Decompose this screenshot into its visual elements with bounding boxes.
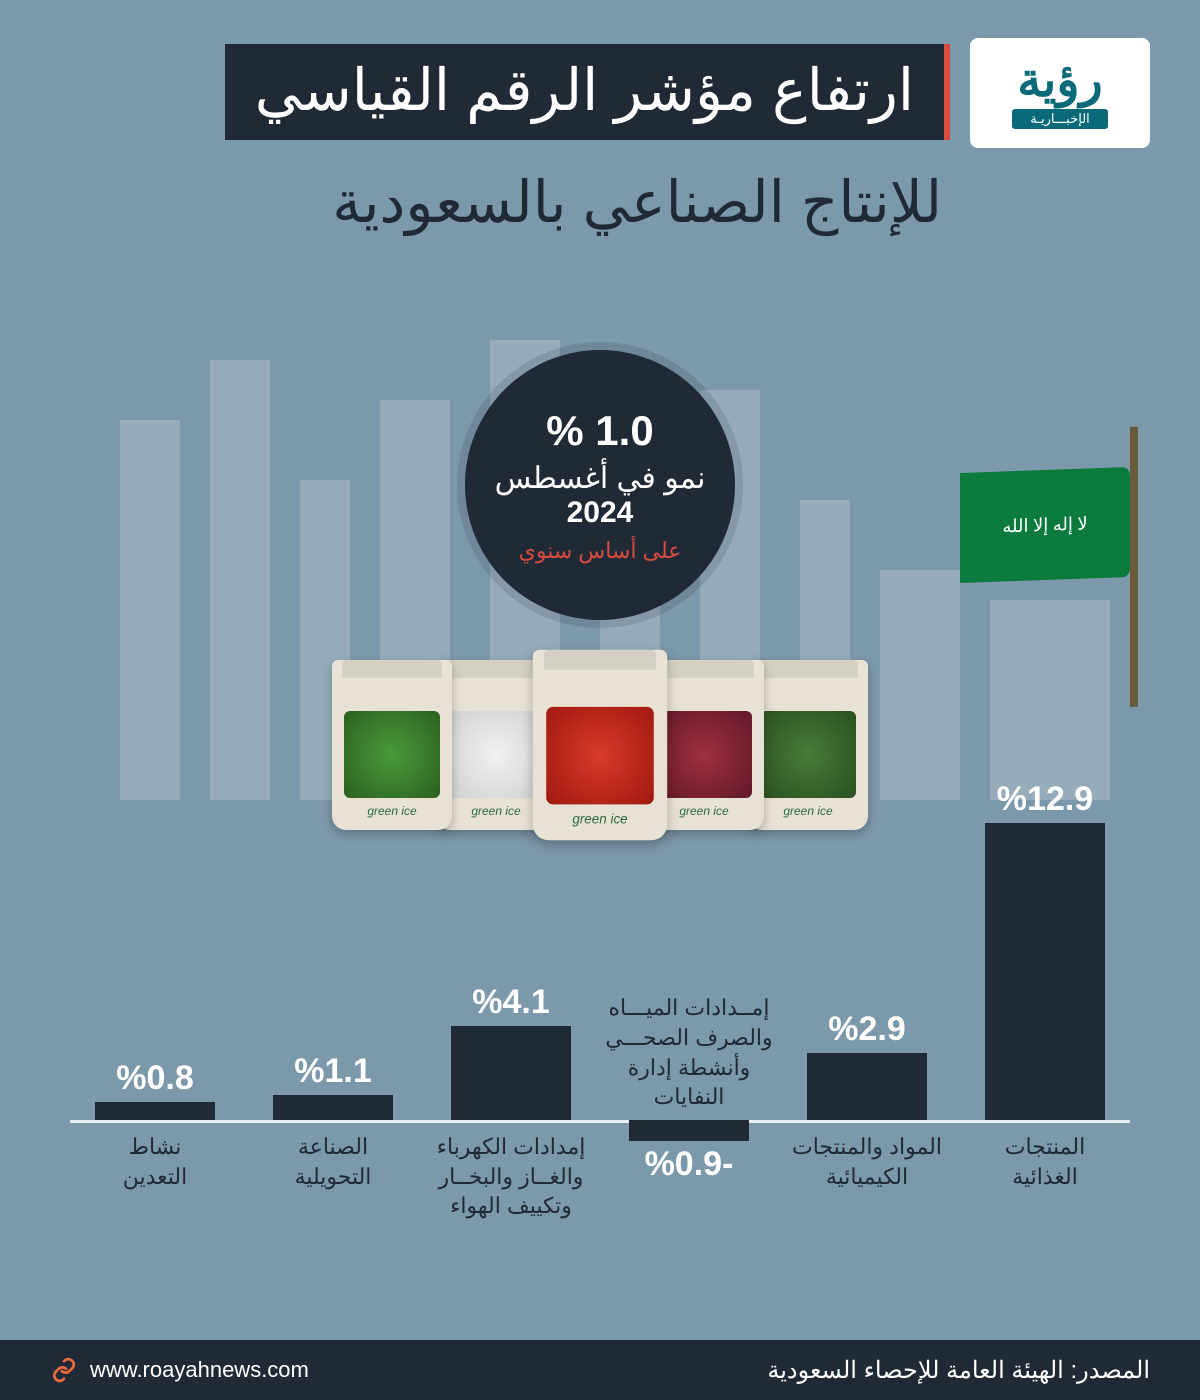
bar-value: %1.1 bbox=[233, 1052, 433, 1091]
badge-text-2: على أساس سنوي bbox=[519, 538, 682, 564]
bar-column: %12.9المنتجاتالغذائية bbox=[970, 800, 1120, 1230]
bar-rect bbox=[629, 1120, 749, 1141]
title-block: ارتفاع مؤشر الرقم القياسي للإنتاج الصناع… bbox=[80, 38, 950, 236]
footer: المصدر: الهيئة العامة للإحصاء السعودية w… bbox=[0, 1340, 1200, 1400]
bar-value: %0.9- bbox=[589, 1145, 789, 1184]
bar-column: %0.9-إمــدادات الميـــاهوالصرف الصحـــيو… bbox=[614, 800, 764, 1230]
footer-source: المصدر: الهيئة العامة للإحصاء السعودية bbox=[767, 1356, 1150, 1385]
bar-chart: %12.9المنتجاتالغذائية%2.9المواد والمنتجا… bbox=[70, 800, 1130, 1230]
bar-column: %0.8نشاطالتعدين bbox=[80, 800, 230, 1230]
bar-rect bbox=[95, 1102, 215, 1120]
bar-column: %4.1إمدادات الكهرباءوالغــاز والبخــاروت… bbox=[436, 800, 586, 1230]
bar-label: إمــدادات الميـــاهوالصرف الصحـــيوأنشطة… bbox=[599, 993, 779, 1112]
link-icon bbox=[50, 1356, 78, 1384]
bar-label: إمدادات الكهرباءوالغــاز والبخــاروتكييف… bbox=[421, 1132, 601, 1221]
title-line-1: ارتفاع مؤشر الرقم القياسي bbox=[225, 44, 950, 140]
bar-value: %0.8 bbox=[55, 1059, 255, 1098]
bar-value: %12.9 bbox=[945, 780, 1145, 819]
bar-label: المنتجاتالغذائية bbox=[955, 1132, 1135, 1191]
bar-value: %2.9 bbox=[767, 1010, 967, 1049]
bar-label: المواد والمنتجاتالكيميائية bbox=[777, 1132, 957, 1191]
bar-column: %1.1الصناعةالتحويلية bbox=[258, 800, 408, 1230]
bar-label: الصناعةالتحويلية bbox=[243, 1132, 423, 1191]
bar-value: %4.1 bbox=[411, 983, 611, 1022]
saudi-flag: لا إله إلا الله bbox=[960, 467, 1130, 583]
logo-text: رؤية bbox=[1017, 57, 1102, 105]
bar-rect bbox=[273, 1095, 393, 1120]
footer-url: www.roayahnews.com bbox=[50, 1356, 309, 1384]
brand-logo: رؤية الإخبـــاريـة bbox=[970, 38, 1150, 148]
bar-label: نشاطالتعدين bbox=[65, 1132, 245, 1191]
badge-year: 2024 bbox=[567, 496, 634, 530]
chart-bars: %12.9المنتجاتالغذائية%2.9المواد والمنتجا… bbox=[70, 800, 1130, 1230]
badge-percent: % 1.0 bbox=[546, 407, 653, 455]
flag-emblem: لا إله إلا الله bbox=[1002, 513, 1087, 537]
title-line-2: للإنتاج الصناعي بالسعودية bbox=[80, 168, 942, 236]
growth-badge: % 1.0 نمو في أغسطس 2024 على أساس سنوي bbox=[465, 350, 735, 620]
footer-url-text: www.roayahnews.com bbox=[90, 1357, 309, 1383]
logo-subtext: الإخبـــاريـة bbox=[1012, 109, 1108, 129]
bar-rect bbox=[807, 1053, 927, 1120]
header: رؤية الإخبـــاريـة ارتفاع مؤشر الرقم الق… bbox=[80, 38, 1150, 236]
badge-text-1: نمو في أغسطس bbox=[495, 461, 706, 496]
bar-rect bbox=[985, 823, 1105, 1120]
bar-rect bbox=[451, 1026, 571, 1120]
bar-column: %2.9المواد والمنتجاتالكيميائية bbox=[792, 800, 942, 1230]
